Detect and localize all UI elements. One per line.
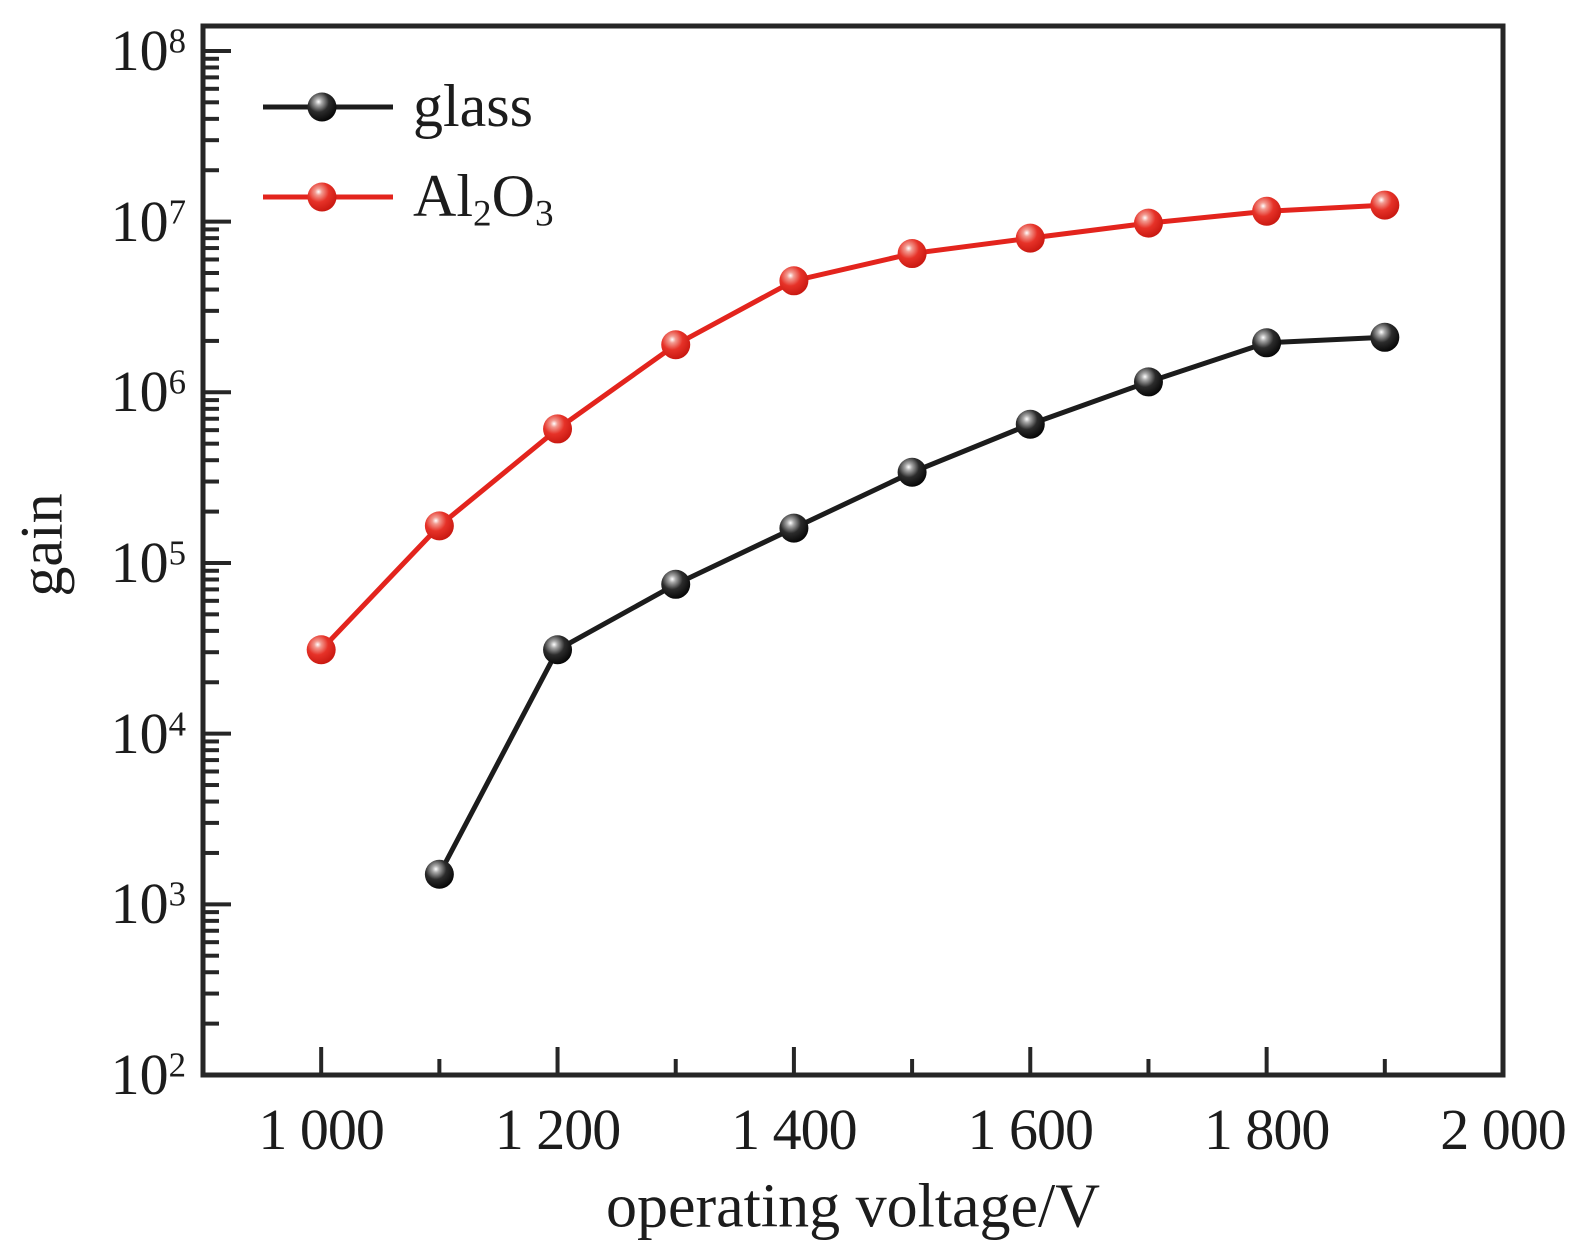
y-tick-label: 103: [110, 871, 186, 937]
data-point-Al2O3: [306, 635, 336, 665]
x-axis-title: operating voltage/V: [605, 1172, 1101, 1241]
x-tick-label: 2 000: [1440, 1097, 1567, 1162]
data-point-glass: [424, 859, 454, 889]
y-tick-label: 108: [110, 17, 186, 83]
data-point-Al2O3: [661, 330, 691, 360]
data-point-glass: [1252, 328, 1282, 358]
data-point-glass: [897, 457, 927, 487]
x-tick-label: 1 400: [731, 1097, 858, 1162]
y-tick-label: 105: [110, 529, 186, 595]
y-tick-label: 107: [110, 188, 186, 254]
data-point-Al2O3: [897, 239, 927, 269]
x-tick-label: 1 600: [967, 1097, 1095, 1162]
legend-item-glass: glass: [413, 73, 533, 139]
y-tick-label: 104: [110, 700, 186, 766]
data-point-glass: [543, 635, 573, 665]
data-point-glass: [1015, 409, 1045, 439]
data-point-glass: [661, 569, 691, 599]
data-point-glass: [1133, 367, 1163, 397]
data-point-glass: [1370, 322, 1400, 352]
data-point-Al2O3: [424, 511, 454, 541]
legend-marker-glass: [307, 92, 337, 122]
plot-frame: [200, 23, 1506, 1078]
data-point-glass: [779, 513, 809, 543]
legend-marker-Al2O3: [307, 182, 337, 212]
legend-item-Al2O3: Al2O3: [413, 163, 554, 235]
y-tick-label: 106: [110, 359, 186, 425]
y-tick-label: 102: [110, 1042, 186, 1107]
data-point-Al2O3: [1015, 223, 1045, 253]
data-point-Al2O3: [1252, 196, 1282, 226]
data-point-Al2O3: [543, 414, 573, 444]
data-point-Al2O3: [1370, 190, 1400, 220]
x-tick-label: 1 000: [258, 1097, 385, 1162]
data-point-Al2O3: [1133, 208, 1163, 238]
x-tick-label: 1 200: [494, 1097, 622, 1162]
series-line-Al2O3: [319, 202, 1385, 652]
x-tick-label: 1 800: [1203, 1097, 1331, 1162]
series-line-glass: [437, 334, 1385, 876]
data-point-Al2O3: [779, 266, 809, 296]
